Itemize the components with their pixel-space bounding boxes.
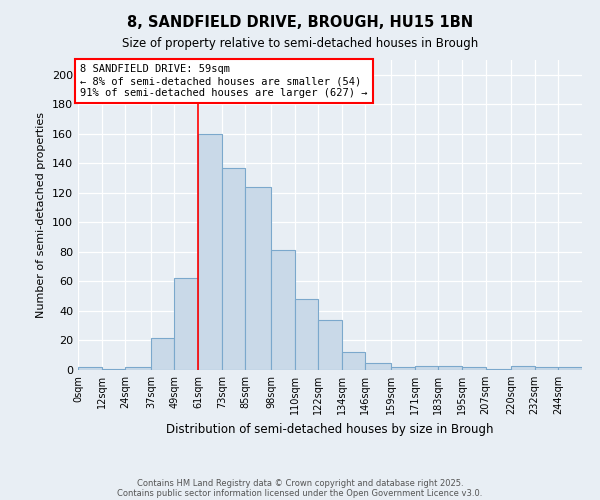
- X-axis label: Distribution of semi-detached houses by size in Brough: Distribution of semi-detached houses by …: [166, 422, 494, 436]
- Text: 8, SANDFIELD DRIVE, BROUGH, HU15 1BN: 8, SANDFIELD DRIVE, BROUGH, HU15 1BN: [127, 15, 473, 30]
- Bar: [535, 367, 559, 370]
- Text: 8 SANDFIELD DRIVE: 59sqm
← 8% of semi-detached houses are smaller (54)
91% of se: 8 SANDFIELD DRIVE: 59sqm ← 8% of semi-de…: [80, 64, 367, 98]
- Bar: [222, 168, 245, 370]
- Y-axis label: Number of semi-detached properties: Number of semi-detached properties: [37, 112, 46, 318]
- Bar: [511, 366, 535, 370]
- Bar: [485, 368, 511, 370]
- Bar: [101, 368, 125, 370]
- Bar: [559, 367, 582, 370]
- Bar: [245, 187, 271, 370]
- Bar: [365, 362, 391, 370]
- Text: Size of property relative to semi-detached houses in Brough: Size of property relative to semi-detach…: [122, 38, 478, 51]
- Bar: [271, 250, 295, 370]
- Bar: [438, 366, 462, 370]
- Text: Contains public sector information licensed under the Open Government Licence v3: Contains public sector information licen…: [118, 488, 482, 498]
- Bar: [318, 320, 342, 370]
- Bar: [415, 366, 438, 370]
- Bar: [151, 338, 175, 370]
- Bar: [391, 367, 415, 370]
- Bar: [462, 367, 485, 370]
- Bar: [198, 134, 222, 370]
- Bar: [175, 278, 198, 370]
- Bar: [295, 299, 318, 370]
- Text: Contains HM Land Registry data © Crown copyright and database right 2025.: Contains HM Land Registry data © Crown c…: [137, 478, 463, 488]
- Bar: [342, 352, 365, 370]
- Bar: [78, 367, 101, 370]
- Bar: [125, 367, 151, 370]
